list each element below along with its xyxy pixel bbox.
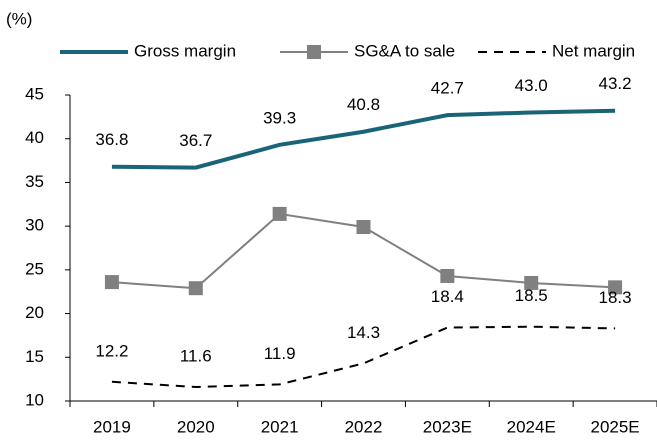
y-tick-label: 35	[25, 172, 44, 191]
data-label: 39.3	[263, 108, 296, 127]
x-tick-label: 2025E	[590, 417, 639, 436]
marker	[440, 268, 455, 283]
x-tick-label: 2022	[345, 417, 383, 436]
data-label: 40.8	[347, 95, 380, 114]
y-tick-label: 30	[25, 216, 44, 235]
data-label: 18.4	[431, 287, 464, 306]
legend-label: SG&A to sale	[354, 41, 455, 60]
data-label: 43.0	[515, 76, 548, 95]
y-tick-label: 45	[25, 84, 44, 103]
marker	[272, 206, 287, 221]
marker	[188, 281, 203, 296]
y-tick-label: 20	[25, 303, 44, 322]
y-tick-label: 10	[25, 390, 44, 409]
marker	[356, 220, 371, 235]
y-tick-label: 15	[25, 347, 44, 366]
x-tick-label: 2020	[177, 417, 215, 436]
data-label: 42.7	[431, 79, 464, 98]
x-tick-label: 2019	[93, 417, 131, 436]
data-label: 18.3	[599, 288, 632, 307]
marker	[524, 275, 539, 290]
data-label: 18.5	[515, 286, 548, 305]
data-label: 14.3	[347, 323, 380, 342]
data-label: 36.8	[95, 130, 128, 149]
data-label: 12.2	[95, 341, 128, 360]
marker	[608, 280, 623, 295]
y-tick-label: 40	[25, 128, 44, 147]
legend-label: Net margin	[552, 41, 635, 60]
y-tick-label: 25	[25, 259, 44, 278]
series-line	[111, 325, 616, 389]
x-tick-label: 2023E	[423, 417, 472, 436]
y-axis-label: (%)	[6, 9, 32, 28]
data-label: 11.6	[180, 346, 212, 365]
legend-label: Gross margin	[134, 41, 236, 60]
data-label: 43.2	[599, 74, 632, 93]
x-tick-label: 2021	[261, 417, 299, 436]
data-label: 36.7	[179, 131, 212, 150]
legend-marker	[307, 45, 321, 59]
marker	[104, 275, 119, 290]
series-line	[111, 108, 616, 170]
data-label: 11.9	[264, 344, 296, 363]
x-tick-label: 2024E	[507, 417, 556, 436]
